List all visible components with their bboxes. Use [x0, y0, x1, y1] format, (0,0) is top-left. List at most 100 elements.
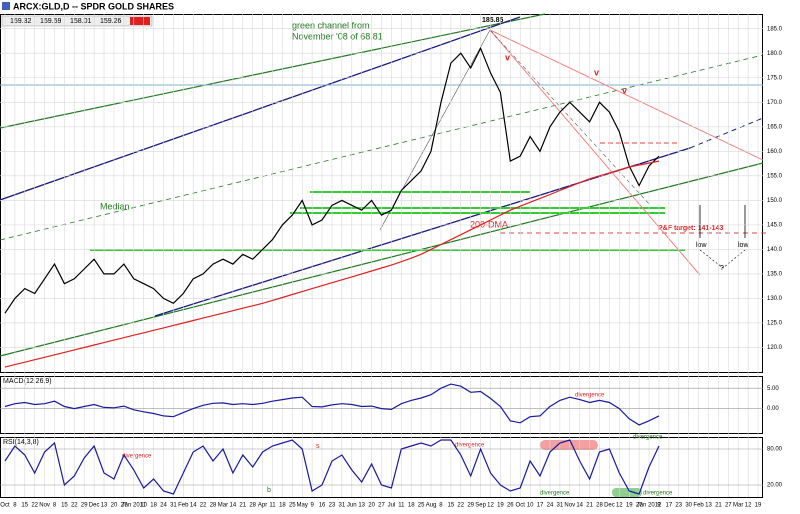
x-tick-label: 22 — [200, 503, 207, 509]
x-tick-label: 22 — [31, 503, 38, 509]
series-line — [4, 46, 660, 314]
x-tick-label: 9 — [657, 503, 661, 509]
x-tick-label: 12 — [616, 503, 623, 509]
y-tick-label: 125.0 — [767, 321, 783, 327]
x-tick-label: 31 — [339, 503, 346, 509]
y-tick-label: 135.0 — [767, 271, 783, 277]
x-tick-label: 8 — [439, 503, 443, 509]
x-tick-label: May — [297, 503, 308, 509]
y-tick-label: 150.0 — [767, 198, 783, 204]
x-tick-label: Jul — [388, 503, 396, 509]
x-tick-label: 12 — [745, 503, 752, 509]
x-tick-label: 28 — [249, 503, 256, 509]
x-tick-label: 26 — [507, 503, 514, 509]
annotation: P&F target: 141-143 — [658, 225, 723, 232]
series-line — [4, 160, 660, 368]
x-tick-label: 27 — [378, 503, 385, 509]
x-tick-label: 15 — [21, 503, 28, 509]
annotation: November '08 of 68.81 — [292, 31, 383, 41]
x-tick-label: Dec — [604, 503, 615, 509]
annotation: divergence — [633, 435, 663, 441]
x-tick-label: Feb — [693, 503, 704, 509]
x-tick-label: Jan 2012 — [637, 503, 662, 509]
x-tick-label: 23 — [675, 503, 682, 509]
y-tick-label: 120.0 — [767, 345, 783, 351]
fan-line — [489, 29, 701, 276]
x-tick-label: 17 — [666, 503, 673, 509]
x-tick-label: Nov — [39, 503, 50, 509]
series-line — [4, 439, 660, 495]
y-tick-label: 160.0 — [767, 149, 783, 155]
x-tick-label: 13 — [101, 503, 108, 509]
x-tick-label: 15 — [448, 503, 455, 509]
ohlc-value: 159.26 — [100, 18, 122, 25]
x-tick-label: 8 — [13, 503, 17, 509]
x-tick-label: 11 — [269, 503, 276, 509]
x-tick-label: 27 — [636, 503, 643, 509]
x-tick-label: 25 — [289, 503, 296, 509]
x-tick-label: 21 — [715, 503, 722, 509]
x-tick-label: 12 — [487, 503, 494, 509]
drawn-lines — [0, 13, 770, 497]
x-tick-label: 8 — [53, 503, 57, 509]
x-tick-label: 19 — [755, 503, 762, 509]
x-tick-label: 31 — [170, 503, 177, 509]
annotation: 200-DMA — [470, 219, 508, 229]
x-tick-label: 14 — [230, 503, 237, 509]
x-tick-label: 29 — [467, 503, 474, 509]
x-tick-label: Oct — [0, 503, 10, 509]
x-tick-label: 25 — [418, 503, 425, 509]
annotation: Median — [100, 201, 130, 211]
annotation: divergence — [540, 491, 570, 497]
y-tick-label: 185.0 — [767, 26, 783, 32]
x-tick-label: Dec — [89, 503, 100, 509]
x-tick-label: 18 — [150, 503, 157, 509]
trend-line — [689, 117, 764, 149]
y-tick-label: 140.0 — [767, 247, 783, 253]
x-tick-label: 18 — [279, 503, 286, 509]
fan-line — [489, 29, 764, 161]
projection — [699, 249, 746, 269]
x-tick-label: Feb — [178, 503, 189, 509]
x-tick-label: Aug — [426, 503, 437, 509]
annotation: v — [505, 52, 510, 62]
y-tick-label: 20.00 — [767, 483, 783, 489]
chart-title: ARCX:GLD,D -- SPDR GOLD SHARES — [13, 1, 174, 11]
x-tick-label: 21 — [586, 503, 593, 509]
ohlc-value: 159.59 — [40, 18, 62, 25]
x-tick-label: 28 — [596, 503, 603, 509]
x-tick-label: Apr — [258, 503, 267, 509]
x-tick-label: 10 — [527, 503, 534, 509]
annotation: green channel from — [292, 20, 370, 30]
y-tick-label: 180.0 — [767, 51, 783, 57]
annotation: 185.85 — [482, 17, 504, 24]
highlight — [612, 488, 642, 497]
x-tick-label: 27 — [121, 503, 128, 509]
annotation: v — [594, 67, 599, 77]
y-tick-label: 130.0 — [767, 296, 783, 302]
x-tick-label: Nov — [564, 503, 575, 509]
panel-title: RSI(14,3,8) — [3, 439, 39, 446]
x-tick-label: Oct — [516, 503, 526, 509]
y-tick-label: 170.0 — [767, 100, 783, 106]
y-tick-label: 5.00 — [767, 386, 779, 392]
x-tick-label: Mar — [218, 503, 228, 509]
annotation: divergence — [122, 454, 152, 460]
trend-line — [0, 16, 521, 201]
x-tick-label: 18 — [408, 503, 415, 509]
x-tick-label: 9 — [310, 503, 314, 509]
x-tick-label: 20 — [368, 503, 375, 509]
x-tick-label: 27 — [725, 503, 732, 509]
y-tick-label: 0.00 — [767, 406, 779, 412]
series-line — [4, 383, 660, 426]
annotation: low — [696, 242, 707, 249]
x-tick-label: Mar — [733, 503, 743, 509]
x-tick-label: 24 — [547, 503, 554, 509]
y-tick-label: 155.0 — [767, 173, 783, 179]
annotation: s — [316, 443, 320, 450]
x-tick-label: 19 — [626, 503, 633, 509]
ohlc-value: 158.01 — [70, 18, 92, 25]
x-tick-label: 11 — [398, 503, 405, 509]
y-tick-label: 165.0 — [767, 124, 783, 130]
